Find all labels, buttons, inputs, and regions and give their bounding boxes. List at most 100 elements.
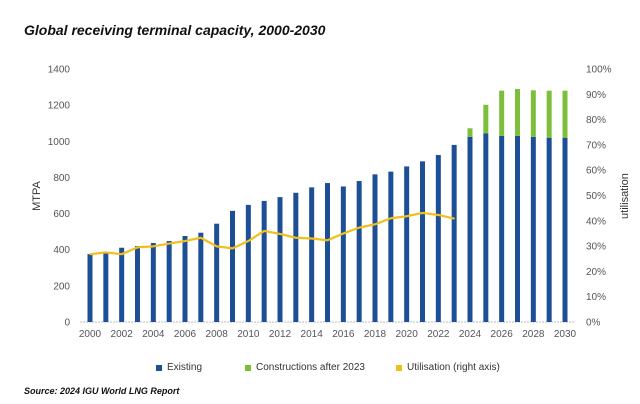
utilisation-point-2018 — [374, 223, 376, 226]
y2-tick-label: 90% — [586, 90, 606, 101]
y-axis-label: MTPA — [31, 180, 43, 210]
utilisation-point-2020 — [405, 215, 408, 218]
utilisation-point-2010 — [247, 240, 250, 242]
x-tick-label: 2006 — [174, 329, 197, 340]
bar-existing-2021 — [420, 161, 425, 322]
y2-axis-label: utilisation — [619, 173, 631, 219]
bar-constructions-2024 — [467, 128, 473, 137]
y2-tick-label: 30% — [586, 242, 606, 253]
x-tick-label: 2022 — [427, 329, 450, 340]
bar-constructions-2030 — [562, 90, 568, 138]
y2-tick-label: 60% — [586, 166, 606, 177]
x-tick-label: 2016 — [332, 329, 355, 340]
bar-existing-2015 — [325, 183, 330, 322]
legend-label: Existing — [167, 362, 203, 373]
bar-existing-2002 — [119, 247, 125, 322]
utilisation-point-2003 — [136, 246, 139, 249]
y2-tick-label: 50% — [586, 191, 606, 202]
x-tick-label: 2000 — [79, 329, 102, 340]
bar-existing-2014 — [309, 187, 315, 322]
utilisation-point-2017 — [358, 226, 360, 229]
bar-existing-2018 — [372, 174, 378, 322]
utilisation-point-2008 — [215, 245, 218, 248]
bar-existing-2029 — [546, 137, 552, 322]
utilisation-point-2022 — [437, 214, 440, 216]
bar-existing-2003 — [135, 246, 140, 322]
x-tick-label: 2020 — [396, 329, 419, 340]
utilisation-point-2013 — [295, 236, 297, 239]
bar-existing-2022 — [435, 155, 441, 322]
utilisation-point-2009 — [231, 247, 234, 250]
y2-tick-label: 40% — [586, 216, 606, 227]
utilisation-point-2011 — [263, 230, 265, 232]
bar-existing-2008 — [214, 223, 220, 322]
bar-constructions-2026 — [499, 90, 505, 136]
utilisation-point-2006 — [184, 240, 186, 242]
bar-existing-2016 — [340, 186, 346, 322]
legend-label: Utilisation (right axis) — [407, 362, 500, 373]
x-tick-label: 2028 — [522, 329, 545, 340]
x-tick-label: 2024 — [459, 329, 482, 340]
bar-existing-2030 — [562, 137, 568, 322]
bar-existing-2025 — [483, 133, 489, 322]
bar-existing-2007 — [198, 232, 204, 322]
source-note: Source: 2024 IGU World LNG Report — [24, 386, 180, 396]
bar-existing-2028 — [530, 136, 536, 322]
legend-swatch-utilisation — [396, 364, 402, 371]
bar-existing-2024 — [467, 136, 473, 322]
legend-label: Constructions after 2023 — [256, 362, 365, 373]
chart-title: Global receiving terminal capacity, 2000… — [24, 22, 326, 38]
y2-tick-label: 20% — [586, 267, 606, 278]
bar-existing-2020 — [404, 166, 410, 322]
utilisation-point-2019 — [390, 217, 392, 220]
y-tick-label: 1200 — [48, 101, 71, 112]
legend-swatch-constructions — [245, 364, 251, 371]
bar-existing-2011 — [261, 200, 267, 322]
x-tick-label: 2008 — [206, 329, 229, 340]
x-tick-label: 2012 — [269, 329, 292, 340]
utilisation-point-2007 — [200, 236, 202, 239]
legend-existing: Existing — [156, 362, 202, 373]
bar-existing-2006 — [182, 235, 188, 322]
y-tick-label: 1000 — [48, 137, 71, 148]
x-tick-label: 2026 — [491, 329, 514, 340]
y2-tick-label: 100% — [586, 65, 612, 76]
bar-existing-2023 — [451, 144, 457, 322]
utilisation-point-2005 — [168, 242, 170, 245]
bar-constructions-2029 — [546, 90, 552, 138]
utilisation-point-2021 — [421, 212, 424, 214]
utilisation-point-2023 — [453, 217, 455, 220]
bar-existing-2009 — [230, 210, 235, 322]
bar-existing-2001 — [103, 252, 109, 322]
y2-tick-label: 70% — [586, 140, 606, 151]
y-tick-label: 400 — [53, 245, 70, 256]
bar-constructions-2027 — [515, 89, 520, 136]
x-tick-label: 2002 — [111, 329, 134, 340]
utilisation-point-2014 — [310, 237, 313, 240]
utilisation-point-2001 — [105, 251, 107, 254]
legend-constructions: Constructions after 2023 — [245, 362, 365, 373]
y-tick-label: 200 — [53, 281, 70, 292]
bar-existing-2004 — [150, 243, 156, 322]
utilisation-point-2012 — [279, 233, 281, 235]
bar-existing-2000 — [87, 254, 93, 322]
bar-existing-2012 — [277, 197, 283, 322]
legend-swatch-existing — [156, 364, 162, 371]
y-tick-label: 600 — [53, 209, 70, 220]
y-tick-label: 0 — [64, 318, 70, 329]
bar-existing-2027 — [515, 135, 520, 322]
y2-tick-label: 0% — [586, 318, 601, 329]
x-tick-label: 2018 — [364, 329, 387, 340]
y2-tick-label: 80% — [586, 115, 606, 126]
bar-existing-2013 — [293, 192, 299, 322]
bar-existing-2017 — [356, 181, 362, 322]
bar-constructions-2028 — [530, 90, 536, 137]
utilisation-point-2016 — [342, 232, 345, 235]
utilisation-point-2015 — [326, 239, 329, 242]
bar-constructions-2025 — [483, 104, 489, 134]
legend-utilisation: Utilisation (right axis) — [396, 362, 500, 373]
bar-existing-2026 — [499, 135, 505, 322]
x-tick-label: 2004 — [142, 329, 165, 340]
utilisation-point-2000 — [89, 253, 91, 255]
